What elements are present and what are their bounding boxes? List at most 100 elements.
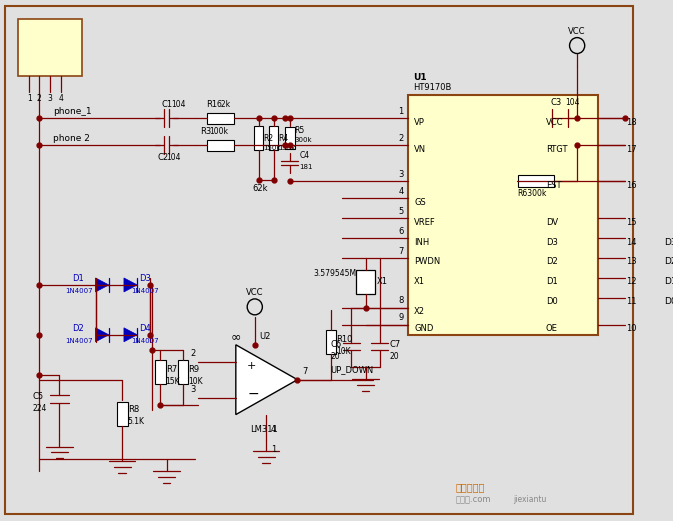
Text: D2: D2 [72,324,83,333]
Text: 181: 181 [299,164,313,170]
Text: D1: D1 [664,278,673,287]
Text: 104: 104 [565,98,579,107]
Bar [356,270,375,294]
Text: X1: X1 [414,278,425,287]
Text: EST: EST [546,181,561,190]
Text: 10K: 10K [336,348,351,356]
Text: INH: INH [414,238,429,246]
Text: C4: C4 [299,151,310,160]
Text: 7: 7 [302,367,308,376]
Text: 20: 20 [390,352,399,361]
Text: D2: D2 [546,257,558,267]
Text: 224: 224 [33,404,47,413]
Text: U1: U1 [413,73,427,82]
Bar [285,127,295,150]
Text: D1: D1 [546,278,558,287]
Text: R5: R5 [295,126,305,135]
Text: 1N4007: 1N4007 [131,338,159,344]
Bar [17,19,82,77]
Polygon shape [236,345,297,415]
Text: jiexiantu: jiexiantu [513,495,546,504]
Text: 4: 4 [59,94,64,103]
Text: UP_DOWN: UP_DOWN [330,365,374,374]
Text: 150k: 150k [279,145,296,151]
Text: 15: 15 [627,218,637,227]
Text: R4: R4 [279,134,289,143]
Text: 18: 18 [627,118,637,127]
Text: VREF: VREF [414,218,436,227]
Text: 3: 3 [48,94,52,103]
Text: 2: 2 [190,349,196,358]
Text: 14: 14 [627,238,637,246]
Text: X1: X1 [377,278,388,287]
Bar [518,175,555,187]
Bar [207,114,234,125]
Text: GND: GND [414,324,433,333]
Text: R1: R1 [207,100,217,109]
Text: 1: 1 [271,445,276,454]
Text: phone 2: phone 2 [53,134,90,143]
Text: 4: 4 [398,187,404,196]
Text: phone_1: phone_1 [53,107,92,116]
Text: D0: D0 [546,297,558,306]
Text: 1N4007: 1N4007 [65,338,93,344]
Text: C1: C1 [162,100,173,109]
Polygon shape [124,328,137,342]
Bar [207,140,234,151]
Text: OE: OE [546,324,558,333]
Text: 12: 12 [627,278,637,287]
Text: 3: 3 [398,170,404,179]
Text: VCC: VCC [246,289,264,297]
Text: RTGT: RTGT [546,145,567,154]
Text: R10: R10 [336,336,353,344]
Text: R9: R9 [188,365,199,374]
Text: R7: R7 [166,365,177,374]
Text: C2: C2 [157,153,168,162]
Text: 62k: 62k [217,100,231,109]
Text: 4: 4 [271,425,276,434]
Text: GS: GS [414,197,426,207]
Text: PWDN: PWDN [414,257,440,267]
Text: VCC: VCC [569,27,586,36]
Text: 104: 104 [172,100,186,109]
Text: U2: U2 [260,332,271,341]
Text: LM311: LM311 [250,425,278,434]
Text: 1: 1 [27,94,32,103]
Text: 10: 10 [627,324,637,333]
Text: D3: D3 [546,238,558,246]
Text: 2: 2 [398,134,404,143]
Text: 2: 2 [36,94,41,103]
Polygon shape [124,278,137,292]
Text: 300k: 300k [295,138,312,143]
Text: C6: C6 [330,340,342,349]
Text: C5: C5 [33,392,44,401]
Text: 15K: 15K [166,377,180,386]
Text: 104: 104 [167,153,181,162]
Bar [254,127,263,150]
Text: 16: 16 [627,181,637,190]
Text: 3: 3 [190,385,196,394]
Text: +: + [247,361,256,371]
Text: VCC: VCC [546,118,563,127]
Text: R8: R8 [128,405,139,414]
Text: −: − [247,387,259,401]
Text: 10K: 10K [188,377,203,386]
Text: 13: 13 [627,257,637,267]
Text: 1N4007: 1N4007 [131,288,159,294]
Text: 1N4007: 1N4007 [65,288,93,294]
Text: 150k: 150k [263,145,281,151]
Bar [178,359,188,383]
Text: D3: D3 [664,238,673,246]
Text: R3: R3 [200,127,211,136]
Text: C3: C3 [551,98,562,107]
Text: R2: R2 [263,134,273,143]
Bar [269,127,279,150]
Text: 6: 6 [398,227,404,235]
Polygon shape [96,278,109,292]
Text: R6300k: R6300k [518,189,546,197]
Text: 3.579545M: 3.579545M [314,269,357,278]
Text: 62k: 62k [252,184,267,193]
Bar [155,359,166,383]
Text: ∞: ∞ [231,330,242,343]
Text: D0: D0 [664,297,673,306]
